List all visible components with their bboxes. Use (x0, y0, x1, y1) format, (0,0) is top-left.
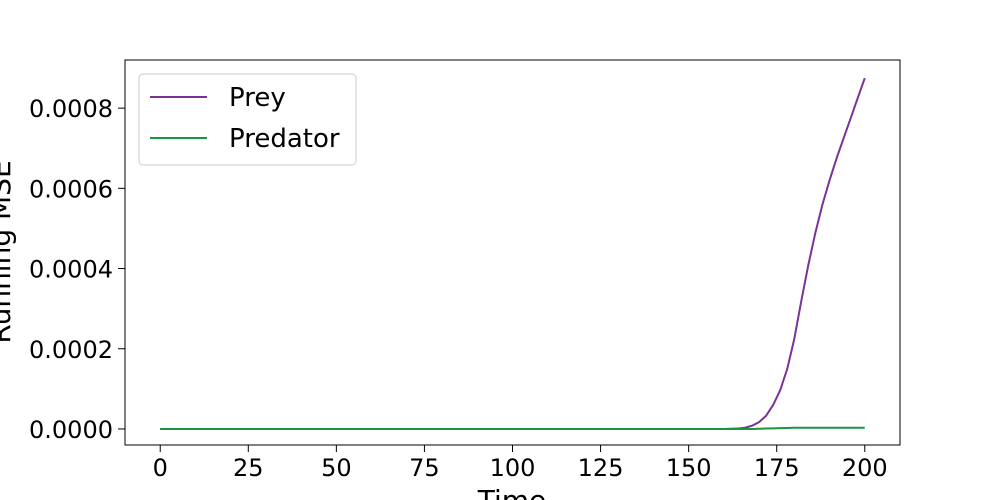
x-tick-label: 50 (321, 454, 352, 482)
y-tick-label: 0.0008 (29, 95, 113, 123)
y-axis-title: Running MSE (0, 160, 17, 343)
x-axis: 0 25 50 75 100 125 150 175 200 (153, 445, 888, 482)
x-tick-label: 200 (842, 454, 888, 482)
y-tick-label: 0.0004 (29, 256, 113, 284)
legend-label-predator: Predator (229, 124, 340, 154)
x-tick-label: 100 (490, 454, 536, 482)
series-line-predator (160, 426, 865, 430)
y-tick-label: 0.0002 (29, 336, 113, 364)
series-layer (160, 77, 866, 430)
x-tick-label: 25 (233, 454, 264, 482)
legend-label-prey: Prey (229, 83, 286, 113)
y-axis: 0.0000 0.0002 0.0004 0.0006 0.0008 (29, 95, 125, 444)
x-tick-label: 75 (409, 454, 440, 482)
y-tick-label: 0.0000 (29, 416, 113, 444)
x-tick-label: 150 (666, 454, 712, 482)
y-tick-label: 0.0006 (29, 175, 113, 203)
legend: Prey Predator (138, 73, 357, 166)
x-tick-label: 175 (754, 454, 800, 482)
x-tick-label: 0 (153, 454, 168, 482)
x-tick-label: 125 (578, 454, 624, 482)
x-axis-title: Time (477, 484, 547, 500)
